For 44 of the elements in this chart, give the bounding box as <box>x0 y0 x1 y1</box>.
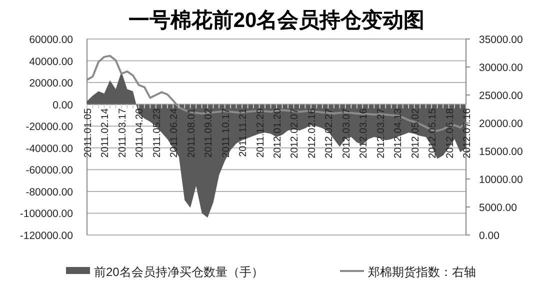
x-tick-label: 2012.05.15 <box>428 108 439 158</box>
y2-tick-label: 10000.00 <box>479 174 523 186</box>
x-tick-label: 2011.05.23 <box>152 108 163 158</box>
chart-title: 一号棉花前20名会员持仓变动图 <box>128 8 425 32</box>
y2-tick-label: 5000.00 <box>479 202 518 214</box>
x-tick-label: 2012.03.16 <box>358 108 370 158</box>
y2-tick-label: 15000.00 <box>479 146 523 158</box>
y-tick-label: 60000.00 <box>29 34 74 46</box>
y2-tick-label: 0.00 <box>479 230 500 242</box>
x-tick-label: 2012.06.18 <box>444 108 456 158</box>
y2-tick-label: 30000.00 <box>479 62 523 74</box>
x-tick-label: 2012.03.27 <box>376 108 387 158</box>
x-tick-label: 2012.02.16 <box>306 108 318 158</box>
y-tick-label: -120000.00 <box>20 230 74 242</box>
legend-label: 郑棉期货指数：右轴 <box>368 265 476 279</box>
x-tick-label: 2011.06.24 <box>169 108 180 158</box>
x-tick-label: 2011.11.21 <box>238 108 250 157</box>
y-tick-label: -20000.00 <box>26 121 74 134</box>
x-tick-label: 2011.10.17 <box>220 108 232 158</box>
x-tick-label: 2012.07.16 <box>462 108 473 158</box>
x-tick-label: 2011.04.20 <box>134 108 146 158</box>
y-tick-label: -40000.00 <box>26 142 74 155</box>
y-tick-label: 20000.00 <box>29 78 74 90</box>
y-tick-label: -60000.00 <box>26 164 74 177</box>
y-tick-label: -100000.00 <box>20 208 74 220</box>
y-tick-label: 40000.00 <box>29 56 74 68</box>
y2-tick-label: 35000.00 <box>479 34 523 46</box>
y-tick-label: -80000.00 <box>26 186 74 198</box>
x-tick-label: 2011.09.02 <box>204 108 215 158</box>
x-tick-label: 2012.02.27 <box>324 108 336 158</box>
x-tick-label: 2012.04.13 <box>393 108 404 158</box>
x-tick-label: 2012.02.07 <box>290 108 301 158</box>
x-tick-label: 2011.08.01 <box>186 108 198 158</box>
x-tick-label: 2012.03.07 <box>341 108 352 158</box>
legend-label: 前20名会员持净买仓数量（手） <box>94 265 264 279</box>
x-tick-label: 2011.12.29 <box>255 108 266 158</box>
x-tick-label: 2011.01.05 <box>83 108 94 158</box>
y2-tick-label: 20000.00 <box>479 118 523 130</box>
x-tick-label: 2012.01.20 <box>272 108 284 158</box>
x-tick-label: 2011.02.14 <box>100 108 112 158</box>
y2-tick-label: 25000.00 <box>479 90 523 102</box>
x-tick-label: 2012.05.02 <box>410 108 422 158</box>
x-tick-label: 2011.03.17 <box>117 108 128 158</box>
y-tick-label: 0.00 <box>52 99 74 112</box>
